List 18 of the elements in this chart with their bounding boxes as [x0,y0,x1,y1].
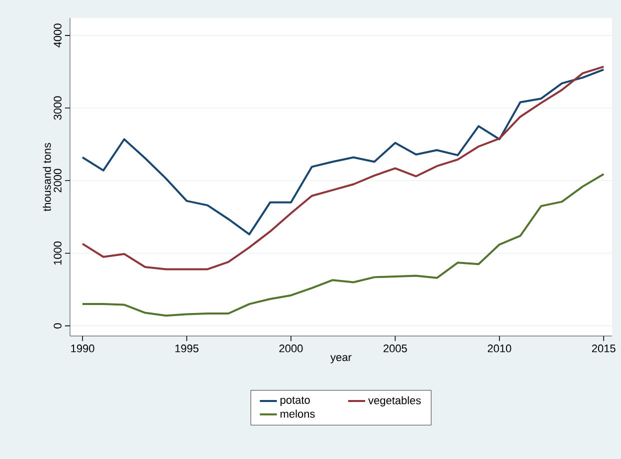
y-tick-label: 4000 [54,24,62,48]
legend-label: vegetables [368,396,421,406]
x-axis-title: year [330,355,352,364]
line-series [82,173,605,317]
x-tick-label: 2005 [384,344,407,352]
y-tick-label: 1000 [54,241,62,265]
y-tick-label: 2000 [54,168,62,192]
legend-label: potato [280,396,310,406]
x-tick-label: 2000 [279,344,303,352]
y-tick-label: 3000 [54,96,62,120]
line-series [82,68,605,236]
y-tick-label: 0 [54,323,62,328]
legend-label: melons [280,410,315,418]
x-tick-label: 2010 [488,344,512,352]
y-axis-title: thousand tons [42,142,51,212]
x-tick-label: 1995 [175,344,198,352]
x-tick-label: 2015 [592,344,616,352]
x-tick-label: 1990 [71,344,94,352]
